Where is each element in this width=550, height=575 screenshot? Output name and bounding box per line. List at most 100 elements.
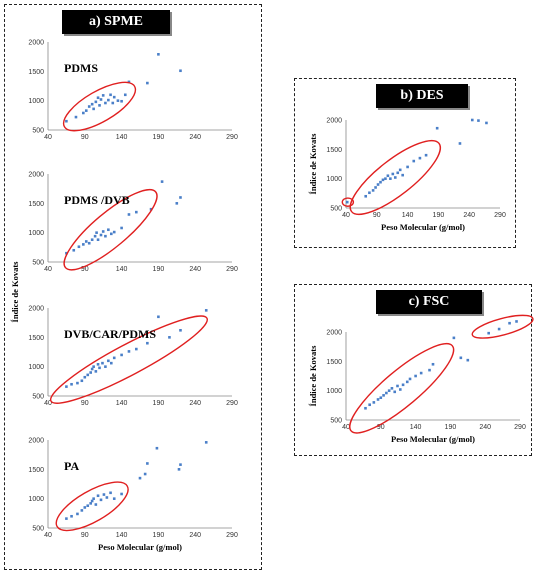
- data-point: [104, 101, 107, 105]
- y-tick-label: 2000: [28, 438, 44, 445]
- data-point: [127, 350, 131, 353]
- data-point: [414, 374, 417, 378]
- data-point: [372, 401, 376, 404]
- data-point: [104, 234, 107, 238]
- x-tick-label: 190: [433, 212, 445, 219]
- data-point: [168, 336, 171, 339]
- y-tick-label: 1000: [28, 364, 44, 371]
- x-axis-label: Peso Molecular (g/mol): [391, 434, 475, 444]
- data-point: [146, 462, 149, 465]
- data-point: [102, 493, 106, 496]
- x-tick-label: 290: [226, 400, 238, 407]
- x-tick-label: 40: [44, 400, 52, 407]
- data-point: [396, 171, 400, 175]
- cluster-ellipse: [471, 314, 534, 339]
- data-point: [90, 102, 94, 106]
- data-point: [83, 506, 87, 509]
- data-point: [382, 394, 385, 397]
- x-axis-label: Peso Molecular (g/mol): [381, 222, 465, 232]
- data-point: [93, 234, 97, 238]
- data-point: [65, 119, 68, 123]
- data-point: [87, 105, 91, 108]
- data-point: [424, 153, 428, 157]
- cluster-ellipse: [49, 315, 208, 404]
- data-point: [107, 98, 110, 102]
- data-point: [112, 230, 116, 234]
- data-point: [94, 100, 98, 104]
- x-tick-label: 290: [226, 266, 238, 273]
- data-point: [82, 111, 85, 115]
- data-point: [92, 107, 95, 111]
- x-tick-label: 190: [153, 532, 165, 539]
- y-tick-label: 2000: [28, 172, 44, 179]
- cluster-ellipse: [349, 343, 455, 434]
- x-tick-label: 290: [226, 134, 238, 141]
- data-point: [96, 363, 100, 366]
- fsc-title: c) FSC: [376, 290, 482, 314]
- data-point: [84, 109, 88, 112]
- x-tick-label: 90: [81, 532, 89, 539]
- data-point: [109, 93, 112, 97]
- data-point: [179, 196, 182, 199]
- data-point: [435, 126, 439, 130]
- des-title: b) DES: [376, 84, 468, 108]
- data-point: [428, 368, 431, 372]
- data-point: [65, 385, 68, 388]
- x-tick-label: 40: [44, 266, 52, 273]
- data-point: [76, 381, 79, 385]
- data-point: [90, 499, 94, 503]
- data-point: [80, 379, 84, 383]
- data-point: [157, 53, 160, 56]
- data-point: [477, 119, 480, 122]
- data-point: [487, 331, 490, 335]
- data-point: [101, 230, 105, 233]
- data-point: [384, 177, 387, 180]
- data-point: [364, 194, 368, 198]
- data-point: [65, 251, 68, 255]
- y-tick-label: 1500: [28, 467, 44, 474]
- x-tick-label: 40: [342, 212, 350, 219]
- y-tick-label: 2000: [28, 40, 44, 47]
- data-point: [109, 361, 113, 365]
- x-tick-label: 140: [116, 400, 128, 407]
- data-point: [107, 228, 110, 232]
- data-point: [99, 98, 103, 101]
- data-point: [72, 248, 76, 252]
- x-tick-label: 140: [116, 532, 128, 539]
- data-point: [408, 377, 412, 381]
- data-point: [109, 491, 112, 495]
- data-point: [368, 403, 371, 407]
- y-tick-label: 500: [32, 394, 44, 401]
- data-point: [405, 380, 409, 384]
- data-point: [92, 497, 95, 500]
- data-point: [89, 371, 92, 374]
- data-point: [398, 168, 402, 172]
- data-point: [386, 174, 390, 178]
- x-tick-label: 240: [189, 400, 201, 407]
- data-point: [390, 387, 394, 390]
- data-point: [149, 207, 153, 211]
- data-point: [470, 118, 474, 122]
- data-point: [112, 356, 116, 360]
- data-point: [155, 446, 159, 450]
- data-point: [84, 240, 88, 243]
- data-point: [179, 328, 182, 332]
- data-point: [74, 115, 78, 119]
- y-axis-label: Índice de Kovats: [308, 133, 318, 195]
- data-point: [398, 388, 402, 391]
- data-point: [364, 406, 367, 410]
- data-point: [466, 358, 470, 362]
- data-point: [393, 390, 397, 394]
- data-point: [107, 359, 110, 363]
- data-point: [459, 356, 463, 360]
- data-point: [135, 210, 138, 214]
- spme-title: a) SPME: [62, 10, 170, 34]
- data-point: [143, 472, 147, 476]
- y-tick-label: 500: [330, 206, 342, 213]
- x-tick-label: 90: [81, 134, 89, 141]
- y-tick-label: 1500: [28, 201, 44, 208]
- data-point: [391, 172, 395, 176]
- data-point: [381, 178, 385, 182]
- data-point: [70, 382, 73, 386]
